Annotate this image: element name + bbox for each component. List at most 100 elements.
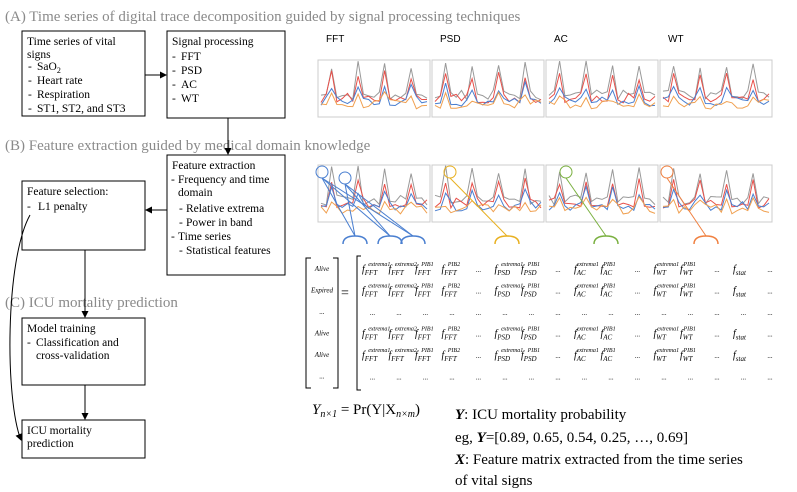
matrix-cell: fWTPIB1 [680,284,696,299]
matrix-cell: fACextrema1 [574,284,599,299]
matrix-ellipsis: ... [450,374,456,382]
matrix-ellipsis: ... [662,309,668,317]
legend-line: X: Feature matrix extracted from the tim… [454,452,743,468]
box [166,30,286,119]
matrix-ellipsis: ... [476,266,482,274]
bullet: - [28,75,32,87]
panel [545,164,659,223]
list-item: PSD [181,65,202,77]
matrix-ellipsis: ... [370,374,376,382]
signal-line [548,93,656,110]
bullet: - [179,217,183,229]
signal-line [320,61,428,101]
connector [321,177,391,237]
bracket [494,235,520,245]
matrix-cell: fACPIB1 [601,327,616,342]
row-label: ... [319,308,325,316]
list-item: AC [181,79,197,91]
row-label: Expired [310,287,333,295]
row-label: Alive [314,265,329,273]
matrix-ellipsis: ... [476,288,482,296]
matrix-cell: fACPIB1 [601,348,616,363]
bullet: - [28,89,32,101]
bullet: - [27,201,31,213]
matrix-ellipsis: ... [609,309,615,317]
connector [321,177,414,237]
matrix-cell: fstat [733,264,747,277]
formula: Yn×1 = Pr(Y|Xn×m) [312,402,420,420]
signal-line [434,199,542,214]
matrix-ellipsis: ... [556,331,562,339]
matrix-cell: fACextrema1 [574,262,599,277]
matrix-ellipsis: ... [768,288,774,296]
matrix-cell: fFFTextrema1 [362,327,390,342]
matrix-ellipsis: ... [768,352,774,360]
matrix-cell: fstat [733,329,747,342]
matrix-cell: fWTextrema1 [654,284,680,299]
matrix-cell: fFFTextrema2 [389,327,417,342]
matrix-cell: fWTPIB1 [680,262,696,277]
matrix-cell: fFFTPIB1 [415,327,434,342]
matrix-ellipsis: ... [556,374,562,382]
matrix-ellipsis: ... [715,288,721,296]
matrix-cell: fWTextrema1 [654,327,680,342]
matrix-ellipsis: ... [662,374,668,382]
matrix-ellipsis: ... [556,352,562,360]
signal-line [662,85,770,107]
bullet: - [171,174,175,186]
matrix-cell: fstat [733,286,747,299]
matrix-ellipsis: ... [397,309,403,317]
matrix-ellipsis: ... [715,352,721,360]
bullet: - [172,93,176,105]
matrix-ellipsis: ... [635,309,641,317]
legend-line: Y: ICU mortality probability [455,407,627,423]
panel-label: WT [668,34,684,45]
bullet: - [28,61,32,73]
equals: = [341,286,349,301]
signal-line [320,90,428,110]
matrix-ellipsis: ... [476,309,482,317]
box-text: Frequency and time domain [178,174,269,199]
bracket [593,235,619,245]
matrix-cell: fFFTextrema2 [389,284,417,299]
connector [344,183,391,237]
matrix-cell: fPSDextrema1 [495,327,524,342]
matrix-ellipsis: ... [582,309,588,317]
matrix-cell: fFFTPIB2 [442,262,461,277]
matrix-ellipsis: ... [768,331,774,339]
box-text: Time series [178,231,231,243]
matrix-ellipsis: ... [715,331,721,339]
matrix-cell: fWTPIB1 [680,348,696,363]
list-item: SaO2 [37,61,61,75]
list-item: ST1, ST2, and ST3 [37,103,126,115]
connector [321,177,356,237]
section-a: (A) Time series of digital trace decompo… [5,9,520,25]
matrix-cell: fACPIB1 [601,262,616,277]
matrix-ellipsis: ... [715,266,721,274]
matrix-cell: fFFTPIB1 [415,284,434,299]
section-c: (C) ICU mortality prediction [5,295,178,311]
box-title: Model training [27,323,96,335]
box-text: Classification and cross-validation [36,337,119,362]
box-text: Power in band [186,217,253,229]
panel-label: AC [554,34,568,45]
matrix-cell: fFFTextrema1 [362,348,390,363]
matrix-ellipsis: ... [476,331,482,339]
matrix-cell: fWTPIB1 [680,327,696,342]
matrix-ellipsis: ... [556,309,562,317]
signal-line [434,79,542,107]
connector [666,177,707,237]
matrix-cell: fPSDPIB1 [521,348,540,363]
bullet: - [27,337,31,349]
matrix-ellipsis: ... [423,309,429,317]
bracket [400,235,426,245]
bracket [356,255,361,391]
connector [344,183,414,237]
signal-line [320,165,428,206]
matrix-cell: fPSDPIB1 [521,284,540,299]
matrix-cell: fACextrema1 [574,327,599,342]
row-label: ... [319,373,325,381]
bracket [377,235,403,245]
box [21,180,146,251]
